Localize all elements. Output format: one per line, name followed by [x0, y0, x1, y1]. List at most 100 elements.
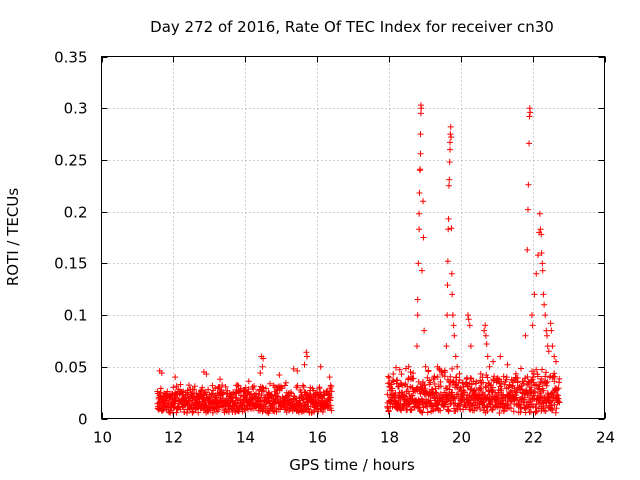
data-point — [437, 383, 444, 390]
data-point — [544, 378, 551, 385]
data-point — [526, 380, 533, 387]
data-point — [543, 369, 550, 376]
data-point — [389, 385, 396, 392]
data-point — [536, 383, 543, 390]
data-point — [447, 139, 454, 146]
data-point — [276, 372, 283, 379]
data-point — [555, 385, 562, 392]
data-point — [479, 374, 486, 381]
data-point — [537, 226, 544, 233]
data-point — [417, 150, 424, 157]
data-point — [417, 110, 424, 117]
data-point — [419, 409, 426, 416]
data-point — [407, 368, 414, 375]
data-point — [431, 380, 438, 387]
data-point — [326, 374, 333, 381]
data-point — [526, 409, 533, 416]
data-point — [233, 382, 240, 389]
data-point — [529, 322, 536, 329]
data-point — [283, 379, 290, 386]
data-point — [327, 397, 334, 404]
data-point — [533, 270, 540, 277]
data-point — [405, 401, 412, 408]
data-point — [299, 382, 306, 389]
data-point — [294, 367, 301, 374]
data-point — [514, 388, 521, 395]
data-point — [208, 390, 215, 397]
data-point — [418, 408, 425, 415]
data-point — [456, 376, 463, 383]
data-point — [552, 409, 559, 416]
data-point — [482, 383, 489, 390]
data-point — [451, 394, 458, 401]
data-point — [497, 353, 504, 360]
y-tick-label: 0.2 — [64, 204, 88, 222]
data-point — [480, 379, 487, 386]
data-point — [199, 384, 206, 391]
data-point — [484, 374, 491, 381]
data-point — [541, 301, 548, 308]
data-point — [528, 312, 535, 319]
data-point — [482, 322, 489, 329]
data-point — [245, 378, 252, 385]
data-point — [422, 363, 429, 370]
data-point — [418, 105, 425, 112]
x-tick-label: 12 — [164, 429, 183, 447]
data-point — [222, 383, 229, 390]
data-point — [448, 270, 455, 277]
data-point — [538, 375, 545, 382]
data-point — [465, 316, 472, 323]
data-point — [523, 388, 530, 395]
data-point — [528, 384, 535, 391]
data-point — [317, 363, 324, 370]
data-point — [292, 395, 299, 402]
x-tick-label: 10 — [93, 429, 112, 447]
data-point — [252, 390, 259, 397]
data-point — [449, 365, 456, 372]
data-point — [328, 388, 335, 395]
data-point — [489, 406, 496, 413]
data-point — [417, 166, 424, 173]
data-point — [503, 374, 510, 381]
data-point — [493, 393, 500, 400]
data-point — [548, 327, 555, 334]
data-point — [532, 389, 539, 396]
data-point — [422, 385, 429, 392]
data-point — [390, 371, 397, 378]
data-point — [434, 374, 441, 381]
data-point — [416, 210, 423, 217]
plot-frame — [101, 56, 605, 419]
data-point — [385, 373, 392, 380]
data-point — [549, 343, 556, 350]
y-tick-labels: 0 0.05 0.1 0.15 0.2 0.25 0.3 0.35 — [54, 49, 87, 429]
data-point — [526, 113, 533, 120]
data-point — [542, 373, 549, 380]
data-point — [524, 206, 531, 213]
data-point — [419, 379, 426, 386]
data-point — [544, 332, 551, 339]
data-point — [454, 363, 461, 370]
data-point — [551, 373, 558, 380]
y-tick-label: 0.35 — [54, 49, 87, 67]
data-point — [244, 406, 251, 413]
x-tick-label: 20 — [452, 429, 471, 447]
data-point — [427, 379, 434, 386]
data-point — [288, 390, 295, 397]
data-point — [417, 131, 424, 138]
data-point — [447, 131, 454, 138]
data-point — [524, 246, 531, 253]
data-point — [527, 109, 534, 116]
data-point — [191, 383, 198, 390]
data-point — [237, 385, 244, 392]
data-point — [327, 382, 334, 389]
data-point — [255, 391, 262, 398]
data-point — [549, 397, 556, 404]
data-point — [414, 384, 421, 391]
data-point — [437, 407, 444, 414]
data-point — [537, 378, 544, 385]
data-point — [528, 386, 535, 393]
data-point — [421, 327, 428, 334]
data-point — [385, 407, 392, 414]
data-point — [220, 389, 227, 396]
